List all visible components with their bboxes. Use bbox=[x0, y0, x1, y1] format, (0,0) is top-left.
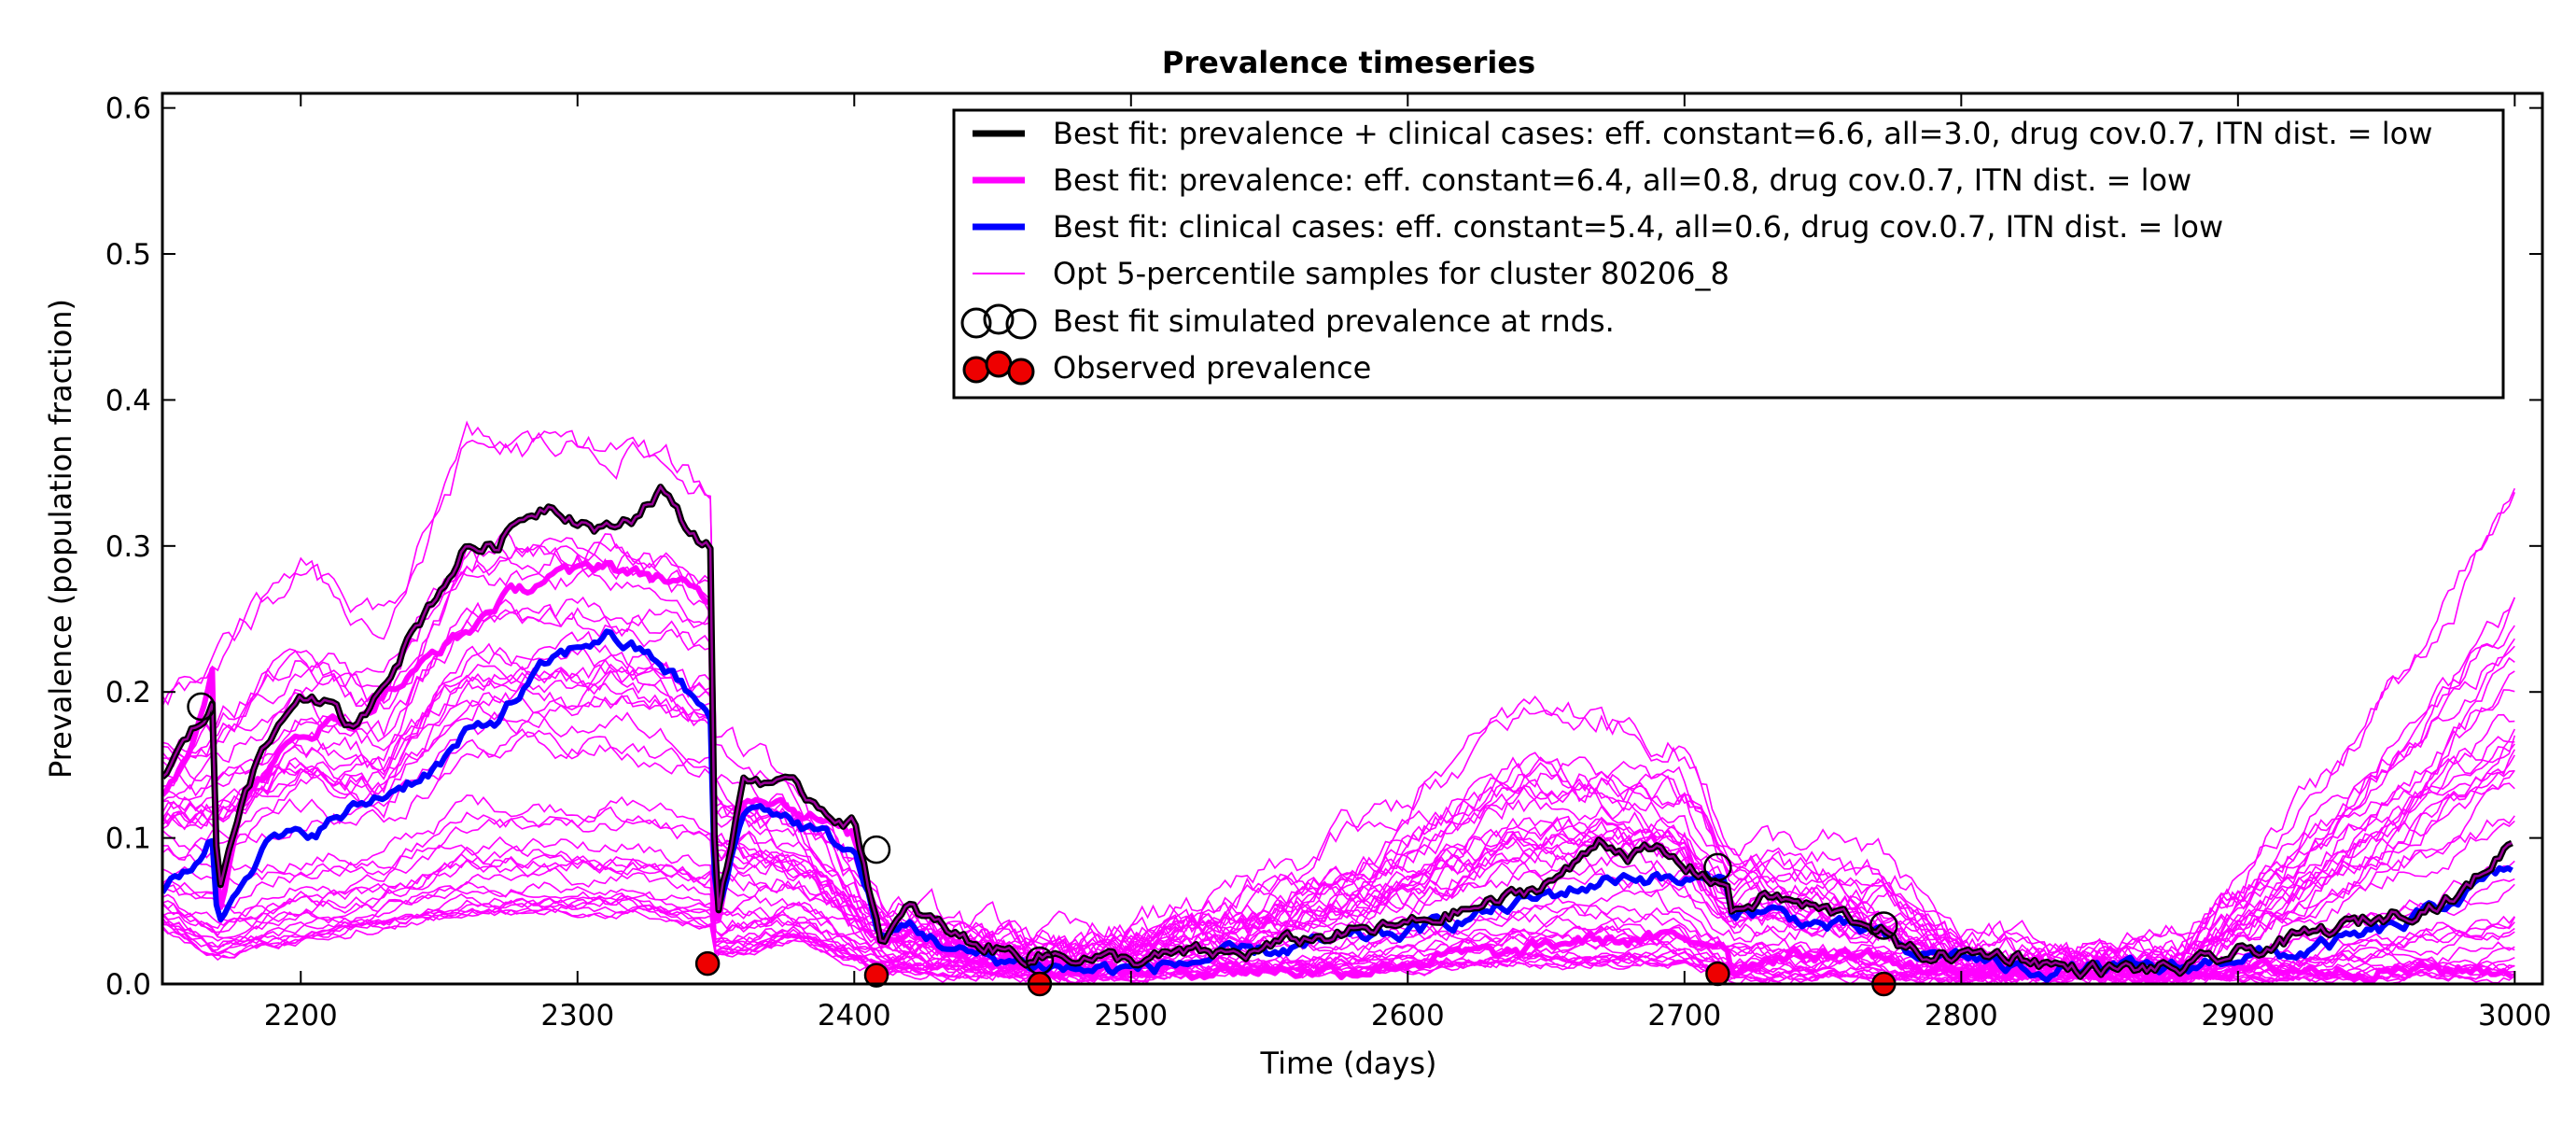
simulated-point bbox=[1703, 852, 1732, 882]
plot-area bbox=[162, 420, 2516, 997]
legend-simulated-marker bbox=[983, 303, 1015, 335]
sample-line bbox=[162, 420, 2516, 967]
legend-swatch-simulated bbox=[960, 303, 1037, 340]
y-tick-label: 0.1 bbox=[105, 822, 151, 856]
sample-line bbox=[162, 658, 2515, 973]
axis-ticks: 2200 2300 2400 2500 2600 2700 2800 2900 3000 0.0 0… bbox=[105, 92, 2552, 1033]
x-tick-label: 2400 bbox=[818, 999, 891, 1033]
x-tick-label: 2600 bbox=[1371, 999, 1445, 1033]
y-tick-label: 0.0 bbox=[105, 968, 151, 1002]
legend-box bbox=[952, 108, 2505, 400]
legend-label-combined: Best fit: prevalence + clinical cases: e… bbox=[1053, 116, 2432, 151]
x-tick-label: 2500 bbox=[1094, 999, 1168, 1033]
y-tick-label: 0.5 bbox=[105, 238, 151, 272]
observed-point bbox=[1705, 961, 1730, 987]
y-tick-label: 0.2 bbox=[105, 676, 151, 710]
best-fit-clinical-line bbox=[162, 628, 2513, 983]
sample-line bbox=[162, 666, 2515, 976]
legend-observed-marker bbox=[985, 350, 1013, 378]
x-tick-label: 2300 bbox=[540, 999, 614, 1033]
legend-observed-marker bbox=[1007, 358, 1035, 386]
y-tick-label: 0.3 bbox=[105, 530, 151, 564]
x-tick-label: 2700 bbox=[1647, 999, 1721, 1033]
legend-label-simulated: Best fit simulated prevalence at rnds. bbox=[1053, 303, 1615, 339]
simulated-point bbox=[861, 835, 891, 864]
sample-line bbox=[162, 630, 2515, 981]
sample-line bbox=[162, 527, 2516, 984]
observed-point bbox=[863, 962, 889, 988]
legend-label-clinical: Best fit: clinical cases: eff. constant=… bbox=[1053, 209, 2223, 245]
sample-line bbox=[162, 728, 2515, 983]
y-axis-label: Prevalence (population fraction) bbox=[43, 299, 78, 779]
sample-line bbox=[162, 845, 2515, 984]
legend-label-prevalence: Best fit: prevalence: eff. constant=6.4,… bbox=[1053, 162, 2191, 198]
sample-line bbox=[162, 710, 2515, 984]
sample-line bbox=[162, 731, 2515, 982]
x-axis-label: Time (days) bbox=[1260, 1046, 1437, 1081]
legend-observed-marker bbox=[962, 356, 990, 384]
x-tick-label: 2200 bbox=[264, 999, 338, 1033]
legend-swatch-observed bbox=[962, 350, 1035, 386]
chart-title: Prevalence timeseries bbox=[1162, 45, 1535, 80]
plot-frame bbox=[161, 91, 2544, 986]
legend-label-samples: Opt 5-percentile samples for cluster 802… bbox=[1053, 256, 1729, 291]
observed-point bbox=[694, 950, 721, 976]
sample-line bbox=[162, 645, 2516, 973]
simulated-point bbox=[187, 692, 216, 722]
sample-line bbox=[162, 596, 2515, 978]
y-tick-label: 0.6 bbox=[105, 92, 151, 126]
best-fit-combined-overlay bbox=[162, 485, 2513, 979]
legend-simulated-marker bbox=[960, 307, 992, 339]
x-tick-label: 3000 bbox=[2478, 999, 2552, 1033]
series-lines bbox=[162, 420, 2516, 984]
simulated-point bbox=[1869, 911, 1898, 940]
legend-simulated-marker bbox=[1005, 308, 1037, 340]
x-tick-label: 2900 bbox=[2201, 999, 2275, 1033]
legend: Best fit: prevalence + clinical cases: e… bbox=[952, 108, 2505, 400]
sample-line bbox=[162, 892, 2515, 984]
sample-line bbox=[162, 880, 2515, 984]
y-tick-label: 0.4 bbox=[105, 384, 151, 417]
sample-line bbox=[162, 598, 2515, 979]
sample-line bbox=[162, 815, 2515, 984]
x-tick-label: 2800 bbox=[1925, 999, 1998, 1033]
legend-label-observed: Observed prevalence bbox=[1053, 350, 1371, 386]
sample-line bbox=[162, 603, 2515, 976]
sample-line bbox=[162, 544, 2516, 969]
